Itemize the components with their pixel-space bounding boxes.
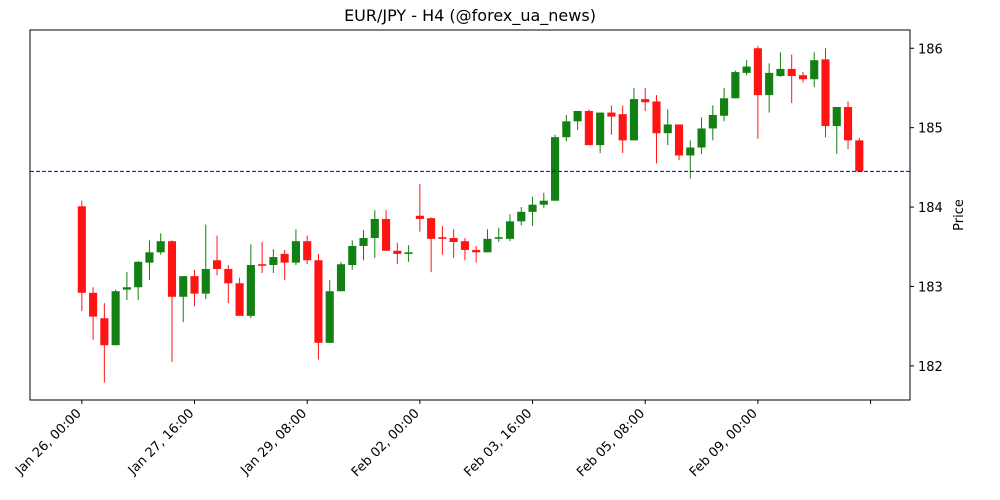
candle-body [382, 218, 391, 251]
x-tick-label: Feb 09, 00:00 [687, 406, 761, 480]
candle-body [111, 291, 120, 346]
candle-body [201, 268, 210, 294]
y-tick-label: 185 [918, 122, 943, 137]
candle-body [505, 221, 515, 239]
candle-body [686, 147, 695, 156]
chart-title: EUR/JPY - H4 (@forex_ua_news) [344, 6, 596, 26]
candle-body [528, 204, 537, 212]
candle-body [89, 292, 98, 317]
candle-body [584, 110, 593, 146]
y-tick-label: 183 [918, 280, 943, 295]
candle-body [212, 260, 222, 269]
candle-body [427, 218, 436, 239]
y-tick-label: 186 [918, 42, 943, 57]
candle-body [167, 241, 177, 297]
candle-body [753, 48, 762, 96]
candle-body [787, 68, 796, 77]
candle-body [618, 114, 627, 141]
candle-body [821, 59, 830, 127]
candle-body [494, 237, 503, 239]
x-tick-label: Jan 29, 08:00 [238, 406, 310, 478]
candle-body [325, 291, 334, 343]
candle-body [449, 238, 458, 242]
candle-body [708, 114, 717, 129]
candle-body [359, 238, 368, 246]
candle-body [258, 264, 267, 266]
candle-body [190, 276, 199, 294]
candle-body [517, 211, 526, 222]
x-tick-label: Feb 02, 00:00 [349, 406, 423, 480]
candle-body [652, 101, 661, 134]
candle-body [765, 72, 774, 96]
candle-body [393, 250, 402, 254]
candle-body [731, 72, 740, 99]
candle-body [629, 99, 638, 141]
candle-body [336, 264, 346, 292]
candle-body [742, 66, 751, 73]
candle-body [314, 260, 323, 343]
candle-body [404, 252, 413, 254]
candle-body [607, 112, 616, 117]
candle-body [674, 124, 684, 156]
candle-body [179, 276, 188, 297]
x-tick-label: Feb 03, 16:00 [462, 406, 536, 480]
candle-body [562, 121, 571, 138]
candle-body [843, 107, 853, 141]
candle-body [370, 218, 379, 239]
candle-body [472, 249, 481, 253]
y-tick-label: 182 [918, 360, 943, 375]
candle-body [280, 253, 289, 263]
candle-body [348, 245, 357, 266]
candle-body [483, 238, 492, 253]
candle-body [100, 318, 109, 346]
candle-body [291, 241, 300, 263]
candle-body [663, 124, 672, 134]
candle-body [460, 241, 469, 250]
x-tick-label: Jan 26, 00:00 [12, 406, 84, 478]
candle-body [641, 99, 650, 103]
candle-body [122, 287, 131, 290]
candle-body [720, 98, 729, 116]
candle-body [224, 268, 233, 284]
candle-body [303, 241, 312, 261]
candle-body [235, 283, 244, 316]
x-tick-label: Feb 05, 08:00 [574, 406, 648, 480]
candle-body [156, 241, 165, 253]
candle-body [776, 68, 785, 77]
y-tick-label: 184 [918, 201, 943, 216]
candle-body [134, 261, 143, 288]
plot-frame [29, 29, 911, 401]
candle-body [551, 137, 560, 201]
candle-body [573, 110, 582, 122]
candle-body [438, 237, 447, 239]
candle-body [697, 128, 706, 148]
candle-body [855, 140, 864, 172]
x-tick-label: Jan 27, 16:00 [125, 406, 197, 478]
candle-body [145, 252, 154, 263]
candle-body [269, 257, 278, 266]
candle-body [798, 75, 808, 80]
candle-body [415, 215, 424, 219]
candle-body [810, 60, 819, 80]
y-axis-label: Price [952, 199, 967, 231]
candle-body [539, 200, 548, 205]
candle-body [596, 112, 605, 146]
candle-body [246, 265, 255, 316]
candle-body [77, 206, 86, 293]
candle-body [832, 107, 841, 127]
